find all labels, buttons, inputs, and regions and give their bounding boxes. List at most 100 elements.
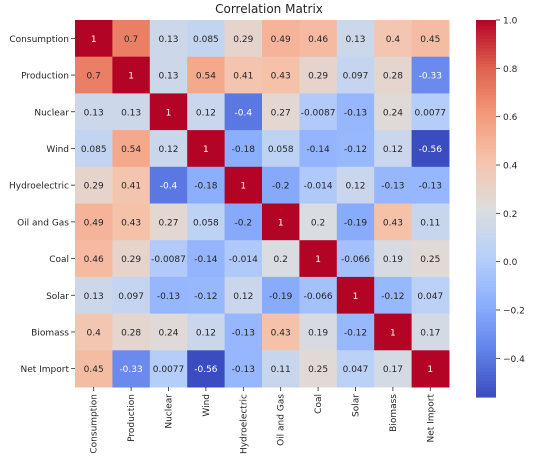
colorbar-segment xyxy=(476,111,496,115)
colorbar-tick-label: −0.4 xyxy=(503,355,525,365)
heatmap-cell xyxy=(149,350,188,388)
heatmap-cell xyxy=(149,130,188,168)
colorbar-segment xyxy=(476,63,496,68)
colorbar-segment xyxy=(476,217,496,222)
cell-value-label: 0.7 xyxy=(124,35,138,45)
cell-value-label: 0.29 xyxy=(233,35,253,45)
colorbar-tick-label: 1.0 xyxy=(503,17,518,27)
cell-value-label: 1 xyxy=(315,255,321,265)
cell-value-label: -0.13 xyxy=(344,108,367,118)
heatmap-cell xyxy=(224,276,263,315)
colorbar-segment xyxy=(476,177,496,181)
heatmap-cell xyxy=(112,93,151,131)
heatmap-cell xyxy=(299,20,338,58)
cell-value-label: -0.14 xyxy=(306,145,330,155)
colorbar-segment xyxy=(476,95,496,100)
colorbar-segment xyxy=(476,173,496,178)
cell-value-label: -0.12 xyxy=(194,292,217,302)
cell-value-label: -0.13 xyxy=(419,182,442,192)
cell-value-label: 0.46 xyxy=(84,255,104,265)
heatmap-cell xyxy=(336,350,375,388)
heatmap-cell xyxy=(411,56,450,94)
heatmap-cell xyxy=(336,93,375,131)
cell-value-label: 0.29 xyxy=(121,255,141,265)
heatmap-cell xyxy=(112,130,151,168)
heatmap-cell xyxy=(187,20,226,58)
cell-value-label: 0.19 xyxy=(383,255,403,265)
y-tick-label: Consumption xyxy=(9,35,69,45)
colorbar-segment xyxy=(476,324,496,329)
cell-value-label: 0.097 xyxy=(343,72,369,82)
heatmap-cell xyxy=(224,20,263,58)
cell-value-label: -0.0087 xyxy=(151,255,186,265)
heatmap-cell xyxy=(262,130,300,168)
colorbar: 1.0 0.8 0.6 0.4 0.2 0.0 −0.2 −0.4 xyxy=(476,17,525,398)
colorbar-segment xyxy=(476,381,496,386)
y-tick-label: Biomass xyxy=(31,328,69,338)
colorbar-segment xyxy=(476,136,496,140)
heatmap-cell xyxy=(336,56,375,94)
colorbar-segment xyxy=(476,315,496,320)
cell-value-label: 0.2 xyxy=(274,255,288,265)
cell-value-label: 0.12 xyxy=(233,292,253,302)
cell-value-label: 0.12 xyxy=(345,182,365,192)
colorbar-segment xyxy=(476,255,496,260)
colorbar-segment xyxy=(476,45,496,49)
y-tick-label: Net Import xyxy=(20,365,69,375)
cell-value-label: 0.047 xyxy=(343,365,369,375)
heatmap-cell xyxy=(75,240,113,278)
heatmap-cell xyxy=(299,203,338,241)
cell-value-label: -0.13 xyxy=(232,328,255,338)
cell-value-label: 0.24 xyxy=(158,328,178,338)
heatmap-cell xyxy=(224,93,263,131)
cell-value-label: 0.13 xyxy=(158,35,178,45)
heatmap-cell xyxy=(149,203,188,241)
cell-value-label: 1 xyxy=(91,35,97,45)
heatmap-cell xyxy=(224,350,263,388)
heatmap-cell xyxy=(411,130,450,168)
colorbar-tick-label: 0.8 xyxy=(503,65,518,75)
heatmap-cell xyxy=(75,203,113,241)
colorbar-segment xyxy=(476,224,496,228)
heatmap-cell xyxy=(336,240,375,278)
cell-value-label: 0.27 xyxy=(271,108,291,118)
heatmap-cell xyxy=(374,313,413,351)
colorbar-segment xyxy=(476,246,496,250)
x-tick-label: Nuclear xyxy=(165,394,175,429)
colorbar-segment xyxy=(476,23,496,27)
colorbar-segment xyxy=(476,92,496,96)
colorbar-segment xyxy=(476,387,496,392)
colorbar-segment xyxy=(476,170,496,175)
cell-value-label: 1 xyxy=(278,218,284,228)
y-tick-label: Solar xyxy=(46,292,69,302)
cell-value-label: 0.46 xyxy=(308,35,328,45)
colorbar-segment xyxy=(476,167,496,172)
heatmap-cell xyxy=(224,240,263,278)
heatmap-cell xyxy=(299,240,338,278)
heatmap-cell xyxy=(262,240,300,278)
cell-value-label: 0.058 xyxy=(193,218,219,228)
heatmap-annotations: 1 0.7 0.13 0.085 0.29 0.49 0.46 0.13 0.4 0.45 0.7 1… xyxy=(81,35,446,375)
heatmap-cell xyxy=(149,93,188,131)
heatmap-cell xyxy=(299,276,338,315)
cell-value-label: -0.4 xyxy=(160,182,178,192)
colorbar-segment xyxy=(476,312,496,316)
cell-value-label: -0.4 xyxy=(235,108,253,118)
cell-value-label: -0.33 xyxy=(419,72,442,82)
colorbar-segment xyxy=(476,371,496,376)
cell-value-label: 0.12 xyxy=(383,145,403,155)
y-tick-label: Coal xyxy=(49,255,69,265)
cell-value-label: 0.11 xyxy=(420,218,440,228)
y-tick-label: Hydroelectric xyxy=(9,182,69,192)
colorbar-segment xyxy=(476,142,496,147)
cell-value-label: 0.45 xyxy=(420,35,440,45)
heatmap-cell xyxy=(112,313,151,351)
cell-value-label: 0.13 xyxy=(84,108,104,118)
colorbar-segment xyxy=(476,161,496,166)
heatmap-cell xyxy=(224,130,263,168)
heatmap-cell xyxy=(187,56,226,94)
cell-value-label: 0.29 xyxy=(84,182,104,192)
colorbar-segment xyxy=(476,214,496,219)
cell-value-label: -0.33 xyxy=(119,365,142,375)
cell-value-label: 0.7 xyxy=(87,72,101,82)
